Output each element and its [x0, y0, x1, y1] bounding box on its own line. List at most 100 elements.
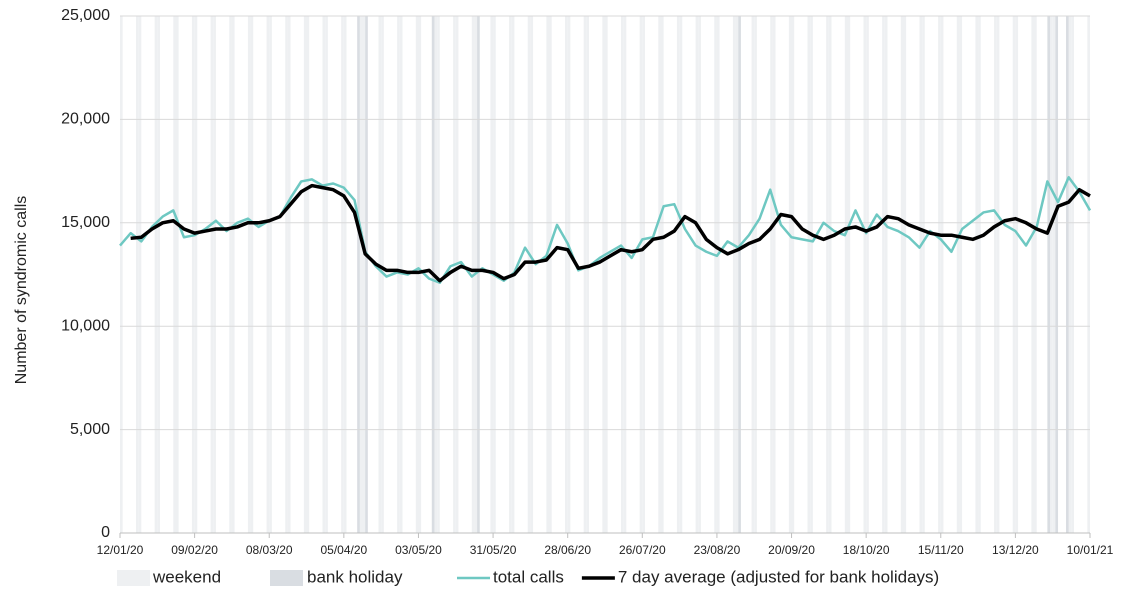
weekend-band: [1068, 16, 1072, 533]
weekend-band: [378, 16, 382, 533]
x-tick-label: 10/01/21: [1067, 543, 1114, 557]
weekend-band: [530, 16, 534, 533]
weekend-band: [1052, 16, 1056, 533]
weekend-band: [546, 16, 550, 533]
x-tick-label: 18/10/20: [843, 543, 890, 557]
weekend-band: [679, 16, 683, 533]
bank-holiday-band: [1066, 16, 1069, 533]
weekend-band: [138, 16, 142, 533]
weekend-band: [247, 16, 251, 533]
weekend-band: [810, 16, 813, 533]
weekend-band: [437, 16, 440, 533]
weekend-band: [565, 16, 568, 533]
weekend-band: [623, 16, 627, 533]
y-tick-label: 10,000: [61, 317, 110, 334]
weekend-band: [586, 16, 590, 533]
weekend-band: [639, 16, 643, 533]
legend-label: 7 day average (adjusted for bank holiday…: [618, 567, 939, 586]
bank-holiday-band: [365, 16, 368, 533]
x-tick-label: 12/01/20: [97, 543, 144, 557]
weekend-band: [583, 16, 587, 533]
weekend-band: [154, 16, 158, 533]
weekend-band: [863, 16, 867, 533]
weekend-band: [922, 16, 925, 533]
weekend-band: [1034, 16, 1037, 533]
weekend-band: [660, 16, 664, 533]
weekend-band: [1087, 16, 1090, 533]
weekend-band: [191, 16, 195, 533]
weekend-band: [453, 16, 456, 533]
legend-label: weekend: [152, 567, 221, 586]
weekend-band: [175, 16, 179, 533]
weekend-band: [866, 16, 869, 533]
weekend-band: [325, 16, 328, 533]
bank-holiday-band: [1055, 16, 1059, 533]
weekend-band: [828, 16, 832, 533]
bank-holiday-band: [738, 16, 741, 533]
legend-label: bank holiday: [307, 567, 403, 586]
weekend-band: [788, 16, 792, 533]
weekend-band: [975, 16, 979, 533]
weekend-band: [229, 16, 232, 533]
weekend-band: [343, 16, 347, 533]
weekend-band: [381, 16, 384, 533]
weekend-band: [978, 16, 981, 533]
weekend-band: [306, 16, 310, 533]
weekend-band: [884, 16, 888, 533]
weekend-band: [732, 16, 736, 533]
x-tick-label: 28/06/20: [544, 543, 591, 557]
weekend-band: [359, 16, 363, 533]
x-tick-label: 26/07/20: [619, 543, 666, 557]
bank-holiday-band: [357, 16, 360, 533]
weekend-band: [658, 16, 661, 533]
weekend-band: [903, 16, 907, 533]
weekend-band: [194, 16, 198, 533]
weekend-band: [250, 16, 254, 533]
weekend-band: [751, 16, 755, 533]
weekend-band: [322, 16, 326, 533]
weekend-band: [362, 16, 366, 533]
y-axis-label: Number of syndromic calls: [13, 196, 30, 385]
weekend-band: [754, 16, 757, 533]
weekend-band: [791, 16, 795, 533]
weekend-band: [341, 16, 344, 533]
weekend-band: [399, 16, 403, 533]
y-tick-label: 5,000: [70, 421, 110, 438]
x-tick-label: 05/04/20: [320, 543, 367, 557]
weekend-band: [415, 16, 419, 533]
weekend-band: [602, 16, 605, 533]
legend-label: total calls: [493, 567, 564, 586]
weekend-band: [269, 16, 272, 533]
weekend-band: [231, 16, 235, 533]
weekend-band: [549, 16, 552, 533]
weekend-band: [956, 16, 960, 533]
weekend-band: [1031, 16, 1035, 533]
weekend-band: [695, 16, 699, 533]
bank-holiday-band: [1047, 16, 1051, 533]
weekend-band: [418, 16, 422, 533]
x-tick-label: 08/03/20: [246, 543, 293, 557]
weekend-band: [716, 16, 720, 533]
series-line: [130, 183, 1091, 283]
weekend-band: [844, 16, 848, 533]
y-tick-label: 20,000: [61, 111, 110, 128]
x-tick-label: 23/08/20: [694, 543, 741, 557]
bank-holiday-band: [477, 16, 480, 533]
weekend-band: [157, 16, 160, 533]
weekend-band: [940, 16, 944, 533]
weekend-band: [455, 16, 459, 533]
y-tick-label: 0: [101, 524, 110, 541]
weekend-band: [714, 16, 717, 533]
weekend-band: [397, 16, 400, 533]
weekend-band: [807, 16, 811, 533]
legend-swatch: [117, 570, 150, 586]
x-tick-label: 31/05/20: [470, 543, 517, 557]
weekend-band: [996, 16, 1000, 533]
weekend-band: [213, 16, 216, 533]
weekend-band: [826, 16, 829, 533]
weekend-band: [676, 16, 680, 533]
weekend-band: [173, 16, 176, 533]
y-tick-label: 25,000: [61, 7, 110, 24]
y-tick-label: 15,000: [61, 214, 110, 231]
